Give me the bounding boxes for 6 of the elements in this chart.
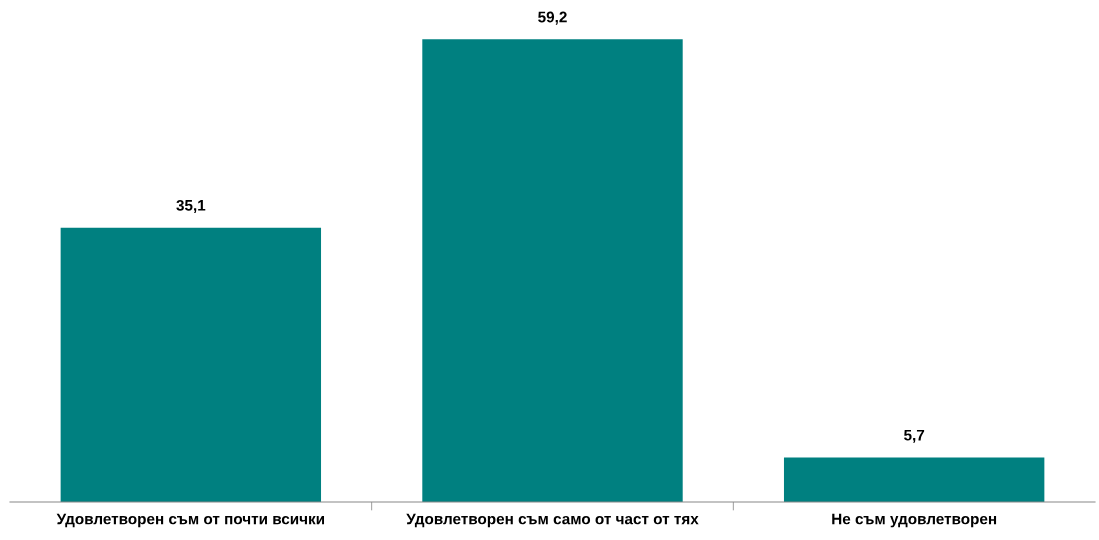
x-tick-label: Не съм удовлетворен [832,513,997,528]
data-label: 5,7 [904,429,925,443]
data-label: 35,1 [176,199,206,213]
x-tick-label: Удовлетворен съм от почти всички [56,513,325,528]
x-tick-label: Удовлетворен съм само от част от тях [406,513,699,528]
data-label: 59,2 [538,11,567,25]
